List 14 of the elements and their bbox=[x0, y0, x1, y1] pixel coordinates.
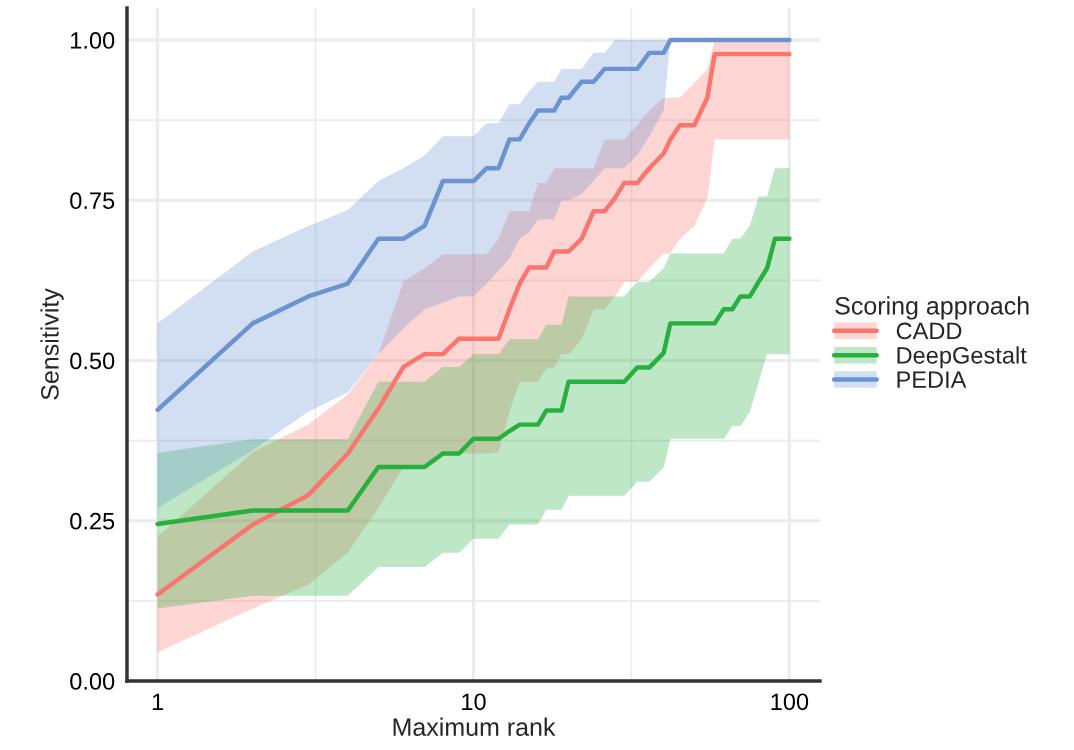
y-tick-label: 1.00 bbox=[71, 32, 115, 49]
x-tick-label: 100 bbox=[771, 693, 809, 711]
legend-title: Scoring approach bbox=[835, 296, 1029, 320]
legend-label: PEDIA bbox=[897, 371, 967, 388]
x-tick-label: 10 bbox=[462, 693, 486, 711]
legend-label: DeepGestalt bbox=[897, 346, 1027, 369]
y-tick-label: 0.00 bbox=[70, 673, 115, 690]
x-axis-title: Maximum rank bbox=[393, 717, 556, 736]
x-tick-label: 1 bbox=[152, 693, 164, 710]
y-tick-label: 0.25 bbox=[70, 512, 115, 530]
y-tick-label: 0.50 bbox=[70, 352, 115, 370]
y-axis-title: Sensitivity bbox=[40, 288, 64, 400]
legend-label: CADD bbox=[896, 322, 962, 340]
y-tick-label: 0.75 bbox=[70, 192, 115, 210]
